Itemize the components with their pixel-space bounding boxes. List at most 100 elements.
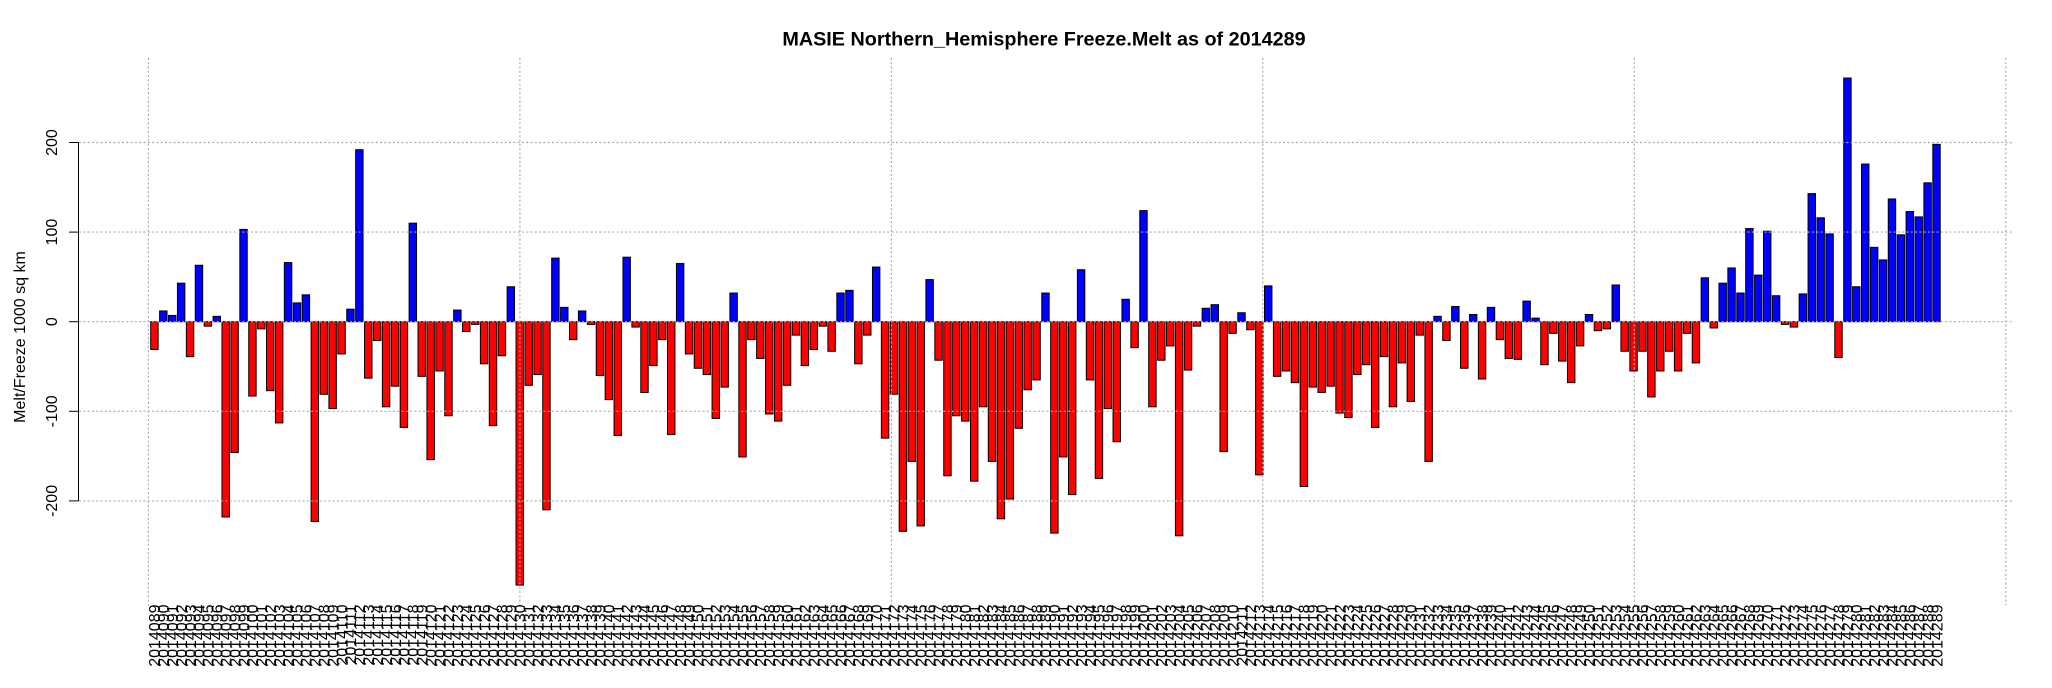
svg-text:2014126: 2014126 bbox=[477, 604, 494, 666]
svg-text:2014195: 2014195 bbox=[1092, 604, 1109, 666]
svg-text:2014273: 2014273 bbox=[1787, 604, 1804, 666]
svg-text:2014233: 2014233 bbox=[1430, 604, 1447, 666]
svg-text:2014156: 2014156 bbox=[744, 604, 761, 666]
svg-text:2014243: 2014243 bbox=[1519, 604, 1536, 666]
svg-text:2014197: 2014197 bbox=[1110, 604, 1127, 666]
svg-text:2014266: 2014266 bbox=[1724, 604, 1741, 666]
svg-text:2014284: 2014284 bbox=[1885, 604, 1902, 666]
svg-text:2014239: 2014239 bbox=[1484, 604, 1501, 666]
svg-text:2014232: 2014232 bbox=[1421, 604, 1438, 666]
svg-text:2014215: 2014215 bbox=[1270, 604, 1287, 666]
svg-text:2014194: 2014194 bbox=[1083, 604, 1100, 666]
svg-text:2014251: 2014251 bbox=[1591, 604, 1608, 666]
svg-text:2014114: 2014114 bbox=[370, 604, 387, 665]
svg-text:2014242: 2014242 bbox=[1510, 604, 1527, 666]
svg-text:2014174: 2014174 bbox=[905, 604, 922, 666]
svg-text:2014122: 2014122 bbox=[441, 604, 458, 666]
svg-text:2014112: 2014112 bbox=[352, 604, 369, 665]
svg-text:2014254: 2014254 bbox=[1617, 604, 1634, 666]
svg-text:2014189: 2014189 bbox=[1038, 604, 1055, 666]
svg-text:2014202: 2014202 bbox=[1154, 604, 1171, 666]
svg-text:2014263: 2014263 bbox=[1698, 604, 1715, 666]
svg-text:2014164: 2014164 bbox=[815, 604, 832, 666]
svg-text:2014158: 2014158 bbox=[762, 604, 779, 666]
svg-text:2014176: 2014176 bbox=[922, 604, 939, 666]
svg-text:2014168: 2014168 bbox=[851, 604, 868, 666]
svg-text:2014100: 2014100 bbox=[245, 604, 262, 666]
svg-text:2014237: 2014237 bbox=[1466, 604, 1483, 666]
svg-text:2014211: 2014211 bbox=[1234, 604, 1251, 665]
svg-text:2014236: 2014236 bbox=[1457, 604, 1474, 666]
svg-text:2014216: 2014216 bbox=[1279, 604, 1296, 666]
svg-text:2014105: 2014105 bbox=[290, 604, 307, 666]
svg-text:2014241: 2014241 bbox=[1502, 604, 1519, 666]
svg-text:2014124: 2014124 bbox=[459, 604, 476, 666]
svg-text:2014225: 2014225 bbox=[1359, 604, 1376, 666]
svg-text:2014154: 2014154 bbox=[726, 604, 743, 666]
svg-text:2014213: 2014213 bbox=[1252, 604, 1269, 666]
svg-text:2014179: 2014179 bbox=[949, 604, 966, 666]
svg-text:2014167: 2014167 bbox=[842, 604, 859, 666]
svg-text:2014117: 2014117 bbox=[397, 604, 414, 665]
svg-text:2014148: 2014148 bbox=[673, 604, 690, 666]
svg-text:2014136: 2014136 bbox=[566, 604, 583, 666]
svg-text:2014138: 2014138 bbox=[584, 604, 601, 666]
svg-text:2014116: 2014116 bbox=[388, 604, 405, 665]
svg-text:2014161: 2014161 bbox=[789, 604, 806, 666]
svg-text:2014170: 2014170 bbox=[869, 604, 886, 666]
svg-text:2014212: 2014212 bbox=[1243, 604, 1260, 666]
svg-text:2014183: 2014183 bbox=[985, 604, 1002, 666]
svg-text:2014267: 2014267 bbox=[1733, 604, 1750, 666]
svg-text:2014184: 2014184 bbox=[994, 604, 1011, 666]
svg-text:2014249: 2014249 bbox=[1573, 604, 1590, 666]
svg-text:2014247: 2014247 bbox=[1555, 604, 1572, 666]
svg-text:2014113: 2014113 bbox=[361, 604, 378, 665]
svg-text:2014220: 2014220 bbox=[1314, 604, 1331, 666]
svg-text:2014099: 2014099 bbox=[236, 604, 253, 666]
svg-text:2014127: 2014127 bbox=[486, 604, 503, 666]
svg-text:2014200: 2014200 bbox=[1136, 604, 1153, 666]
svg-text:2014279: 2014279 bbox=[1840, 604, 1857, 666]
svg-text:2014198: 2014198 bbox=[1118, 604, 1135, 666]
svg-text:2014288: 2014288 bbox=[1920, 604, 1937, 666]
svg-text:2014095: 2014095 bbox=[201, 604, 218, 666]
svg-text:2014264: 2014264 bbox=[1707, 604, 1724, 666]
svg-text:Melt/Freeze 1000 sq km: Melt/Freeze 1000 sq km bbox=[12, 251, 29, 423]
svg-text:2014271: 2014271 bbox=[1769, 604, 1786, 666]
svg-text:2014149: 2014149 bbox=[682, 604, 699, 666]
svg-text:2014191: 2014191 bbox=[1056, 604, 1073, 666]
svg-text:2014140: 2014140 bbox=[602, 604, 619, 666]
svg-text:2014111: 2014111 bbox=[343, 604, 360, 664]
svg-text:2014109: 2014109 bbox=[325, 604, 342, 666]
svg-text:2014222: 2014222 bbox=[1332, 604, 1349, 666]
svg-text:2014283: 2014283 bbox=[1876, 604, 1893, 666]
svg-text:2014147: 2014147 bbox=[664, 604, 681, 666]
svg-text:2014097: 2014097 bbox=[218, 604, 235, 666]
svg-text:2014166: 2014166 bbox=[833, 604, 850, 666]
svg-text:2014261: 2014261 bbox=[1680, 604, 1697, 666]
svg-text:2014110: 2014110 bbox=[334, 604, 351, 665]
svg-text:2014238: 2014238 bbox=[1475, 604, 1492, 666]
svg-text:2014131: 2014131 bbox=[521, 604, 538, 666]
svg-text:2014196: 2014196 bbox=[1101, 604, 1118, 666]
svg-text:2014178: 2014178 bbox=[940, 604, 957, 666]
svg-text:2014192: 2014192 bbox=[1065, 604, 1082, 666]
svg-text:2014227: 2014227 bbox=[1377, 604, 1394, 666]
svg-text:2014106: 2014106 bbox=[299, 604, 316, 666]
svg-text:2014245: 2014245 bbox=[1537, 604, 1554, 666]
svg-text:2014276: 2014276 bbox=[1813, 604, 1830, 666]
svg-text:2014104: 2014104 bbox=[281, 604, 298, 666]
svg-text:2014132: 2014132 bbox=[530, 604, 547, 666]
svg-text:2014223: 2014223 bbox=[1341, 604, 1358, 666]
svg-text:2014199: 2014199 bbox=[1127, 604, 1144, 666]
svg-text:2014094: 2014094 bbox=[192, 604, 209, 666]
svg-text:2014250: 2014250 bbox=[1582, 604, 1599, 666]
svg-text:2014205: 2014205 bbox=[1181, 604, 1198, 666]
svg-text:2014187: 2014187 bbox=[1020, 604, 1037, 666]
svg-text:2014129: 2014129 bbox=[504, 604, 521, 666]
svg-text:2014153: 2014153 bbox=[717, 604, 734, 666]
svg-text:2014186: 2014186 bbox=[1011, 604, 1028, 666]
svg-text:2014259: 2014259 bbox=[1662, 604, 1679, 666]
svg-text:2014172: 2014172 bbox=[887, 604, 904, 666]
svg-text:2014209: 2014209 bbox=[1216, 604, 1233, 666]
